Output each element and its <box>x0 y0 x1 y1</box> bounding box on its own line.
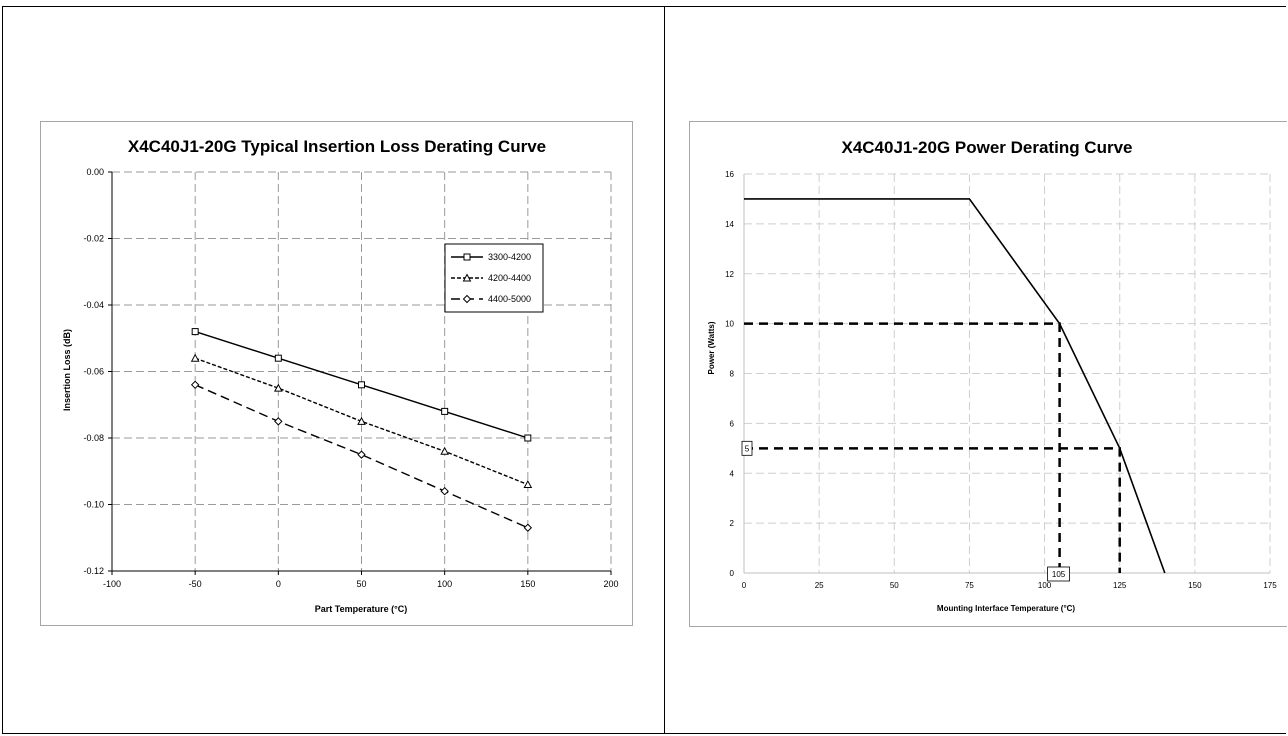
y-tick-label: 0.00 <box>86 167 104 177</box>
x-tick-label: 50 <box>356 579 366 589</box>
x-tick-label: 125 <box>1113 581 1127 590</box>
y-axis-label: Insertion Loss (dB) <box>62 329 72 411</box>
x-axis-label: Part Temperature (°C) <box>315 604 407 614</box>
annotation-box <box>1047 566 1071 582</box>
legend-label: 4400-5000 <box>488 294 531 304</box>
triangle-marker <box>523 479 533 489</box>
y-tick-label: -0.10 <box>83 500 104 510</box>
x-tick-label: 100 <box>437 579 452 589</box>
chart-title: X4C40J1-20G Power Derating Curve <box>841 138 1132 157</box>
power-derating-line <box>744 198 1166 574</box>
annotation-label: 105 <box>1052 570 1066 579</box>
y-tick-label: -0.06 <box>83 367 104 377</box>
y-tick-label: 12 <box>725 270 734 279</box>
triangle-marker <box>440 446 450 455</box>
triangle-marker <box>357 416 366 425</box>
diamond-marker <box>357 450 366 459</box>
triangle-marker <box>273 383 283 392</box>
square-marker <box>524 434 532 442</box>
diamond-marker <box>440 486 449 496</box>
legend-box <box>444 243 544 313</box>
y-tick-label: 4 <box>730 469 735 478</box>
y-tick-label: -0.02 <box>83 234 104 244</box>
x-tick-label: 0 <box>742 581 747 590</box>
y-tick-label: 8 <box>730 370 735 379</box>
square-marker <box>191 328 199 336</box>
diamond-marker <box>274 417 283 426</box>
power-derating-chart-svg: X4C40J1-20G Power Derating Curve 0 25 50 75… <box>707 138 1277 613</box>
triangle-marker <box>190 353 200 362</box>
y-tick-label: -0.12 <box>83 566 104 576</box>
y-tick-label: -0.08 <box>83 433 104 443</box>
square-marker <box>274 354 282 362</box>
y-tick-label: 2 <box>730 519 735 528</box>
x-tick-label: 150 <box>1188 581 1202 590</box>
reference-line <box>744 447 1121 573</box>
triangle-marker <box>462 273 472 282</box>
page-frame <box>2 6 1286 734</box>
x-tick-label: 175 <box>1263 581 1277 590</box>
y-tick-label: 14 <box>725 220 734 229</box>
power-derating-chart: X4C40J1-20G Power Derating Curve 0 25 50 75… <box>689 121 1287 627</box>
y-tick-label: 0 <box>730 569 735 578</box>
square-marker <box>441 407 449 415</box>
panel-divider <box>664 6 665 734</box>
x-tick-label: 75 <box>965 581 974 590</box>
x-tick-label: 25 <box>815 581 824 590</box>
y-tick-label: 16 <box>725 170 734 179</box>
x-tick-label: 200 <box>603 579 618 589</box>
x-tick-label: 150 <box>520 579 535 589</box>
x-tick-label: 100 <box>1038 581 1052 590</box>
insertion-loss-chart-svg: X4C40J1-20G Typical Insertion Loss Derat… <box>62 137 619 614</box>
annotation-box <box>741 440 753 456</box>
x-tick-label: -50 <box>189 579 202 589</box>
chart-title: X4C40J1-20G Typical Insertion Loss Derat… <box>128 137 546 156</box>
x-axis-label: Mounting Interface Temperature (°C) <box>937 604 1076 613</box>
annotation-label: 5 <box>745 444 750 453</box>
series-line-4400-5000 <box>194 384 529 529</box>
y-tick-label: 10 <box>725 320 734 329</box>
square-marker <box>463 253 471 261</box>
x-tick-label: 50 <box>890 581 899 590</box>
legend-label: 4200-4400 <box>488 273 531 283</box>
diamond-marker <box>190 380 200 390</box>
diamond-marker <box>462 294 472 304</box>
insertion-loss-chart: X4C40J1-20G Typical Insertion Loss Derat… <box>40 121 633 626</box>
x-tick-label: 0 <box>276 579 281 589</box>
square-marker <box>358 381 365 389</box>
x-tick-label: -100 <box>103 579 121 589</box>
legend-label: 3300-4200 <box>488 252 531 262</box>
y-tick-label: 6 <box>730 419 735 428</box>
y-tick-label: -0.04 <box>83 300 104 310</box>
y-axis-label: Power (Watts) <box>707 321 716 374</box>
diamond-marker <box>523 523 533 532</box>
